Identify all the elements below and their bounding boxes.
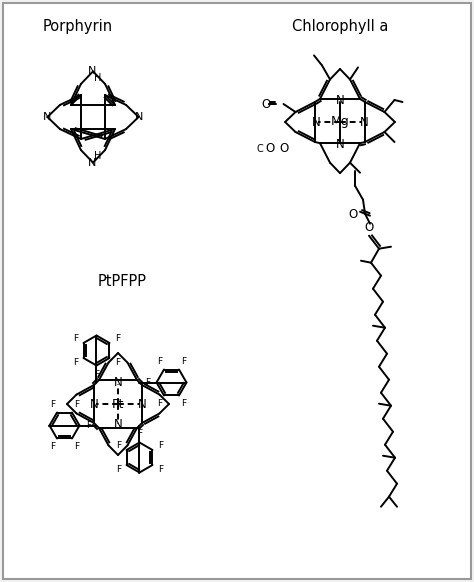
Text: F: F [86, 421, 91, 430]
Text: F: F [158, 441, 163, 450]
Text: F: F [115, 334, 120, 343]
Text: Mg: Mg [331, 115, 349, 129]
Text: O: O [261, 98, 271, 111]
Text: F: F [73, 334, 78, 343]
Text: N: N [135, 112, 143, 122]
Text: N: N [336, 137, 345, 151]
Text: F: F [137, 429, 142, 438]
Text: F: F [181, 357, 186, 366]
Text: F: F [74, 442, 79, 451]
Text: F: F [157, 399, 162, 408]
Text: N: N [114, 377, 122, 389]
Text: F: F [145, 378, 150, 387]
Text: N: N [336, 94, 345, 107]
Text: N: N [114, 418, 122, 431]
Text: F: F [50, 400, 55, 409]
Text: F: F [116, 465, 121, 474]
Text: F: F [50, 442, 55, 451]
Text: F: F [74, 400, 79, 409]
Text: F: F [73, 358, 78, 367]
Text: N: N [43, 112, 52, 122]
Text: O: O [279, 142, 289, 155]
Text: N: N [90, 398, 99, 410]
Text: C: C [256, 144, 264, 154]
Text: N: N [88, 66, 96, 76]
Text: Porphyrin: Porphyrin [43, 20, 113, 34]
Text: O: O [365, 221, 374, 234]
Text: Pt: Pt [112, 398, 124, 410]
Text: PtPFPP: PtPFPP [98, 275, 146, 289]
Text: N: N [360, 115, 368, 129]
Text: O: O [265, 142, 274, 155]
Text: H: H [94, 151, 102, 161]
Text: F: F [116, 441, 121, 450]
Text: N: N [311, 115, 320, 129]
Text: H: H [94, 73, 102, 83]
Text: O: O [348, 208, 357, 221]
Text: F: F [94, 370, 99, 379]
Text: N: N [137, 398, 146, 410]
Text: F: F [157, 357, 162, 366]
Text: Chlorophyll a: Chlorophyll a [292, 20, 388, 34]
Text: F: F [181, 399, 186, 408]
Text: N: N [88, 158, 96, 168]
Text: F: F [115, 358, 120, 367]
Text: F: F [158, 465, 163, 474]
